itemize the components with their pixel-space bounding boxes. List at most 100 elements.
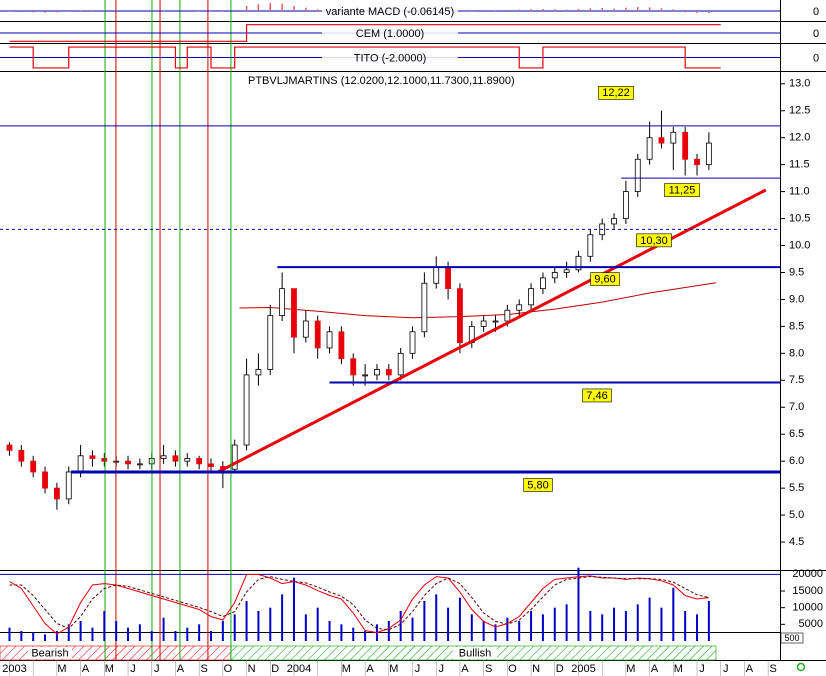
x-tick-label: M	[57, 663, 66, 675]
candle-body	[160, 455, 167, 459]
candle-body	[101, 458, 108, 462]
y-tick-label: 8.0	[789, 347, 804, 359]
level-label: 9,60	[594, 273, 615, 285]
candle-body	[184, 458, 191, 462]
y-tick-label: 15000	[792, 585, 823, 597]
y-tick-label: 10000	[792, 602, 823, 614]
volume-bar	[198, 624, 201, 641]
volume-bar	[186, 627, 189, 641]
x-tick-label: D	[271, 663, 279, 675]
macd-bar	[20, 11, 23, 12]
volume-bar	[672, 587, 675, 641]
volume-bar	[530, 611, 533, 641]
volume-bar	[589, 611, 592, 641]
x-tick-label: J	[154, 663, 160, 675]
volume-bar	[577, 567, 580, 641]
candle-body	[208, 463, 214, 467]
macd-bar	[577, 9, 580, 11]
y-tick-label: 12.0	[789, 132, 810, 144]
volume-bar	[115, 621, 118, 641]
x-tick-label: J	[699, 663, 705, 675]
scale-box-label: 500	[784, 633, 799, 643]
x-tick-label: A	[366, 663, 374, 675]
y-tick-label: 0	[813, 52, 819, 64]
level-label-box	[582, 388, 612, 403]
volume-bar	[660, 607, 663, 641]
y-tick-label: 8.5	[789, 320, 804, 332]
volume-bar	[127, 627, 130, 641]
candle-body	[172, 455, 179, 462]
y-tick-label: 13.0	[789, 78, 810, 90]
candle-body	[243, 374, 250, 446]
x-tick-label: A	[82, 663, 90, 675]
volume-bar	[387, 621, 390, 641]
status-icon	[796, 662, 806, 672]
volume-bar	[221, 621, 224, 641]
candle-body	[445, 266, 451, 290]
volume-bar	[174, 631, 177, 641]
volume-bar	[613, 607, 616, 641]
macd-bar	[648, 7, 651, 11]
x-tick-label: M	[626, 663, 635, 675]
volume-bar	[32, 632, 35, 641]
macd-bar	[542, 9, 544, 11]
candle-body	[409, 331, 416, 354]
volume-bar	[328, 621, 331, 641]
macd-bar	[589, 8, 592, 11]
macd-bar	[68, 11, 70, 12]
price-panel	[6, 110, 767, 510]
macd-bar	[518, 9, 520, 11]
volume-panel: 5000 10000 15000 20000	[0, 567, 823, 641]
volume-bar	[352, 627, 355, 641]
x-tick-label: S	[200, 663, 207, 675]
candle-body	[291, 288, 297, 338]
volume-bar	[67, 624, 70, 641]
level-label: 7,46	[586, 390, 607, 402]
y-tick-label: 4.5	[789, 536, 804, 548]
indicator-line	[9, 46, 721, 69]
regime-label: Bullish	[459, 647, 491, 659]
candle-body	[694, 158, 700, 166]
candle-body	[421, 282, 428, 333]
macd-bar	[281, 3, 283, 11]
trendline	[217, 188, 767, 474]
candle-body	[480, 320, 487, 327]
macd-bar	[56, 11, 58, 13]
volume-bar	[447, 607, 450, 641]
level-label-box	[523, 478, 553, 492]
macd-bar	[506, 10, 509, 11]
y-tick-label: 10.5	[789, 212, 810, 224]
level-label: 5,80	[527, 479, 548, 491]
volume-bar	[103, 611, 106, 641]
x-tick-label: M	[105, 663, 114, 675]
macd-bar	[625, 7, 627, 11]
volume-bar	[707, 601, 710, 641]
volume-bar	[411, 617, 414, 641]
macd-bar	[696, 11, 698, 13]
candle-body	[516, 304, 523, 311]
macd-bar	[459, 11, 461, 12]
candle-body	[682, 131, 689, 160]
volume-bar	[292, 577, 295, 641]
volume-bar	[684, 611, 687, 641]
indicator-line	[9, 24, 721, 42]
candle-body	[77, 455, 84, 473]
y-tick-label: 5000	[799, 618, 823, 630]
volume-bar	[269, 607, 272, 641]
volume-bar	[470, 614, 473, 641]
candle-body	[634, 158, 641, 193]
macd-bar	[530, 9, 532, 11]
volume-bar	[518, 621, 521, 641]
macd-bar	[91, 10, 94, 11]
volume-bar	[210, 631, 213, 641]
volume-bar	[565, 604, 568, 641]
candle-body	[42, 471, 48, 489]
y-tick-label: 20000	[792, 568, 823, 580]
volume-bar	[8, 627, 11, 641]
candle-body	[30, 460, 37, 473]
volume-bar	[245, 601, 248, 641]
regime-label-bg	[453, 647, 497, 659]
x-tick-label: D	[556, 663, 564, 675]
volume-bar	[553, 607, 556, 641]
volume-bar	[233, 614, 236, 641]
